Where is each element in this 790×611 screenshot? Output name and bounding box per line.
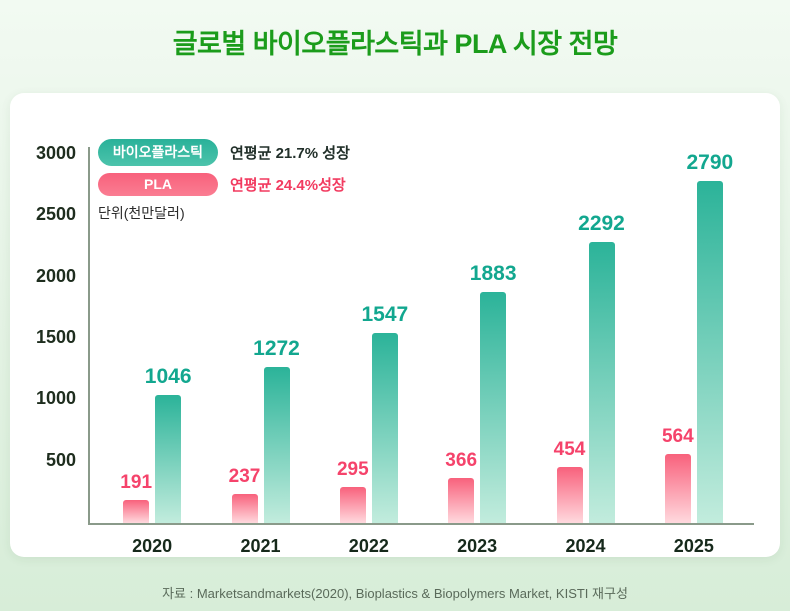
x-label-2025: 2025 xyxy=(673,536,714,556)
bar-bio-2021 xyxy=(263,366,290,523)
y-tick-label: 3000 xyxy=(35,143,76,163)
bar-value-bio-2022: 1547 xyxy=(361,303,409,327)
x-label-2024: 2024 xyxy=(565,536,606,556)
bar-pla-2021 xyxy=(231,493,258,523)
bar-value-pla-2024: 454 xyxy=(553,439,586,461)
legend-bioplastic-growth: 연평균 21.7% 성장 xyxy=(230,145,350,162)
legend: 바이오플라스틱 연평균 21.7% 성장 PLA 연평균 24.4%성장 단위(… xyxy=(98,139,350,223)
bar-pla-2023 xyxy=(448,478,475,523)
bar-pla-2022 xyxy=(339,486,366,523)
bar-value-bio-2024: 2292 xyxy=(578,211,625,235)
bar-value-pla-2021: 237 xyxy=(228,465,261,487)
legend-pla-pill: PLA xyxy=(98,173,218,196)
legend-pla-growth: 연평균 24.4%성장 xyxy=(230,177,346,194)
x-label-2023: 2023 xyxy=(457,536,498,556)
bar-pla-2025 xyxy=(664,453,691,523)
bar-bio-2023 xyxy=(480,292,507,523)
bar-value-bio-2020: 1046 xyxy=(144,364,192,388)
bar-value-pla-2023: 366 xyxy=(445,450,478,472)
y-axis-line xyxy=(88,147,90,525)
bar-value-pla-2025: 564 xyxy=(661,425,694,447)
plot-area: 191 1046 2020 237 1272 2021 295 1547 2022 366 1883… xyxy=(98,150,748,556)
unit-label: 단위(천만달러) xyxy=(98,205,185,221)
x-label-2021: 2021 xyxy=(240,536,281,556)
bar-value-bio-2023: 1883 xyxy=(469,262,517,286)
y-tick-label: 1500 xyxy=(35,327,76,347)
chart-card: 바이오플라스틱 연평균 21.7% 성장 PLA 연평균 24.4%성장 단위(… xyxy=(10,93,780,557)
bar-bio-2024 xyxy=(588,241,615,523)
y-axis-labels: 500 1000 1500 2000 2500 3000 xyxy=(16,143,82,523)
bar-value-bio-2025: 2790 xyxy=(686,150,734,174)
bar-pla-2020 xyxy=(123,499,150,523)
y-tick-label: 2500 xyxy=(35,204,76,225)
source-footer: 자료 : Marketsandmarkets(2020), Bioplastic… xyxy=(162,586,628,601)
bar-bio-2020 xyxy=(155,394,182,523)
page-title: 글로벌 바이오플라스틱과 PLA 시장 전망 xyxy=(172,29,618,59)
legend-row-bioplastic: 바이오플라스틱 연평균 21.7% 성장 xyxy=(98,139,350,166)
bar-bio-2022 xyxy=(371,333,398,523)
legend-row-pla: PLA 연평균 24.4%성장 xyxy=(98,173,350,196)
bar-bio-2025 xyxy=(696,180,723,523)
x-label-2022: 2022 xyxy=(348,536,389,556)
bar-value-pla-2022: 295 xyxy=(336,458,369,480)
x-label-2020: 2020 xyxy=(132,536,173,556)
y-tick-label: 2000 xyxy=(35,265,76,286)
y-tick-label: 1000 xyxy=(35,388,76,409)
legend-bioplastic-pill: 바이오플라스틱 xyxy=(98,139,218,166)
bar-value-bio-2021: 1272 xyxy=(253,336,300,360)
bar-pla-2024 xyxy=(556,467,583,523)
y-tick-label: 500 xyxy=(45,449,76,470)
bar-value-pla-2020: 191 xyxy=(120,471,153,493)
x-axis-line xyxy=(88,523,754,525)
